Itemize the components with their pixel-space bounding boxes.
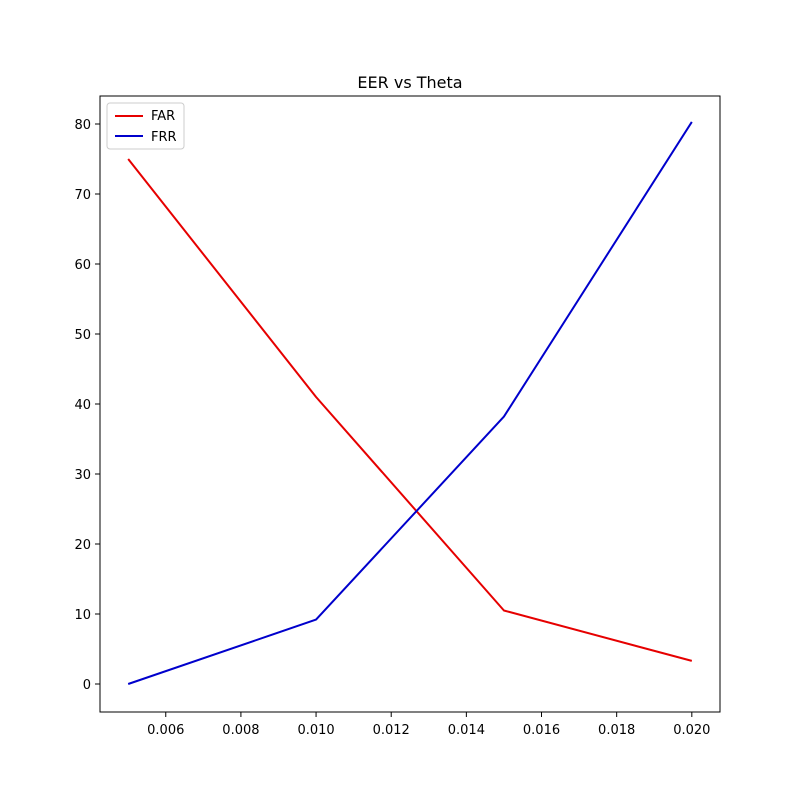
legend-box	[106, 102, 185, 150]
y-tick-label: 0	[83, 678, 91, 693]
y-tick-label: 50	[74, 328, 91, 343]
y-tick-label: 60	[74, 258, 91, 273]
x-tick-label: 0.020	[673, 723, 710, 738]
plot-area	[100, 96, 720, 712]
legend: FAR FRR	[106, 102, 185, 150]
series-layer	[127, 121, 693, 685]
y-tick-label: 80	[74, 118, 91, 133]
y-tick-label: 20	[74, 538, 91, 553]
x-tick-label: 0.016	[523, 723, 560, 738]
y-axis: 0 10 20 30 40 50 60 70 80	[74, 118, 100, 693]
chart-title: EER vs Theta	[357, 73, 462, 92]
y-tick-label: 40	[74, 398, 91, 413]
x-tick-label: 0.018	[598, 723, 635, 738]
x-tick-label: 0.010	[297, 723, 334, 738]
y-tick-label: 70	[74, 188, 91, 203]
series-line-frr	[127, 121, 693, 685]
legend-label-frr: FRR	[151, 130, 177, 145]
series-line-far	[127, 158, 693, 662]
plot-frame	[99, 95, 721, 713]
x-axis: 0.006 0.008 0.010 0.012 0.014 0.016 0.018 0.020	[147, 712, 710, 738]
x-tick-label: 0.006	[147, 723, 184, 738]
x-tick-label: 0.014	[448, 723, 485, 738]
y-tick-label: 10	[74, 608, 91, 623]
x-tick-label: 0.008	[222, 723, 259, 738]
legend-label-far: FAR	[151, 109, 175, 124]
x-tick-label: 0.012	[373, 723, 410, 738]
y-tick-label: 30	[74, 468, 91, 483]
